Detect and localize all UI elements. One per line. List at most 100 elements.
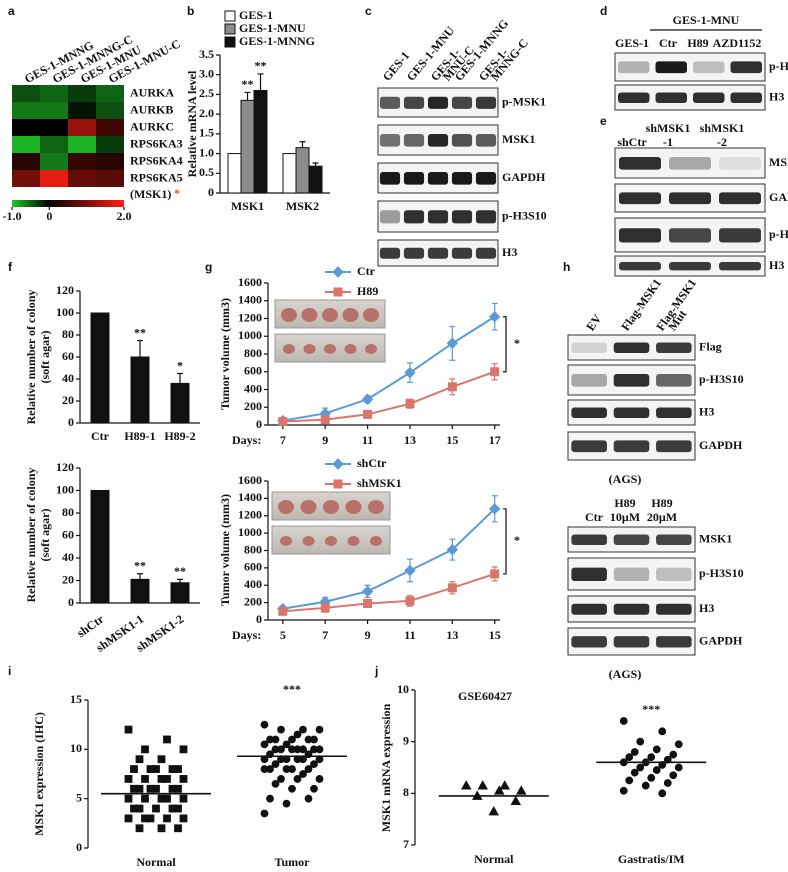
- heat-cell: [96, 153, 124, 170]
- band: [656, 636, 692, 648]
- band: [730, 61, 762, 74]
- y-tick-label: 5: [76, 790, 82, 804]
- point: [299, 770, 307, 778]
- point: [658, 761, 667, 769]
- point: [460, 780, 472, 790]
- point: [499, 780, 511, 790]
- significance-bracket: [503, 316, 507, 373]
- significance-bracket: [503, 508, 507, 575]
- point: [163, 735, 171, 744]
- y-tick-label: 800: [244, 346, 262, 360]
- point: [179, 794, 188, 803]
- legend-label: GES-1-MNNG: [239, 34, 315, 48]
- legend-marker: [332, 266, 344, 278]
- lane-label: H89: [651, 496, 672, 510]
- point: [488, 503, 501, 515]
- band: [403, 172, 425, 185]
- panel-letter: b: [187, 4, 194, 18]
- band-label: GAPDH: [502, 170, 546, 184]
- y-tick-label: 1000: [238, 525, 262, 539]
- tumor: [344, 344, 357, 354]
- band: [656, 342, 692, 353]
- annotation-marker: *: [174, 186, 180, 200]
- point: [310, 784, 318, 793]
- point: [304, 735, 313, 744]
- lane-label: GES-1: [615, 36, 649, 50]
- lane-label: shCtr: [617, 135, 647, 149]
- band: [403, 96, 425, 109]
- point: [641, 781, 650, 790]
- blot-caption: (AGS): [609, 667, 642, 681]
- band-label: H3: [699, 601, 714, 615]
- y-tick-label: 1600: [238, 473, 262, 487]
- x-tick-label: MSK1: [231, 199, 264, 213]
- point: [260, 809, 269, 818]
- y-tick-label: 60: [62, 349, 74, 363]
- point: [619, 717, 628, 725]
- tumor: [365, 344, 377, 354]
- row-label: AURKB: [130, 102, 173, 116]
- tumor: [280, 536, 292, 546]
- bar: [240, 99, 255, 194]
- point: [674, 740, 683, 749]
- band: [379, 247, 401, 259]
- tumor: [347, 536, 360, 546]
- y-axis-label: Tumor volume (mm3): [218, 298, 232, 410]
- band: [618, 61, 650, 74]
- y-tick-label: 80: [62, 327, 74, 341]
- point: [293, 730, 302, 739]
- y-tick-label: 9: [403, 733, 409, 747]
- point: [361, 393, 374, 405]
- error-bar: [312, 162, 319, 167]
- row-label: RPS6KA5: [130, 170, 183, 184]
- point: [405, 399, 415, 409]
- band: [571, 534, 607, 545]
- error-bar: [257, 73, 264, 91]
- bar: [90, 312, 110, 424]
- band: [613, 567, 650, 582]
- tumor: [323, 500, 339, 514]
- point: [320, 603, 330, 613]
- point: [157, 775, 166, 783]
- legend-swatch: [224, 36, 236, 48]
- x-tick-label: H89-2: [164, 429, 195, 443]
- band: [613, 374, 650, 387]
- y-tick-label: 1400: [238, 293, 262, 307]
- point: [625, 776, 634, 785]
- band: [656, 440, 692, 453]
- point: [179, 814, 188, 823]
- band-label: p-H3S10: [699, 566, 744, 580]
- band-label: GAPDH: [769, 190, 788, 204]
- y-tick-label: 20: [62, 393, 74, 407]
- x-tick-label: 13: [404, 433, 416, 447]
- point: [124, 814, 133, 823]
- point: [636, 737, 645, 746]
- point: [260, 765, 269, 773]
- point: [652, 745, 661, 754]
- row-label: AURKA: [130, 85, 174, 99]
- band: [571, 567, 607, 582]
- point: [124, 794, 133, 803]
- heat-cell: [96, 119, 124, 136]
- point: [315, 725, 324, 734]
- band: [613, 342, 650, 353]
- legend-label: H89: [357, 284, 378, 298]
- bar: [170, 382, 190, 424]
- band: [427, 210, 449, 224]
- band: [613, 636, 650, 648]
- heat-cell: [12, 170, 40, 187]
- significance: **: [134, 559, 146, 573]
- tumor: [281, 308, 297, 322]
- band: [619, 192, 661, 205]
- y-tick-label: 0: [208, 185, 214, 199]
- x-tick-label: Normal: [474, 852, 514, 866]
- point: [146, 784, 155, 793]
- significance: **: [134, 325, 146, 339]
- band: [656, 603, 692, 615]
- point: [647, 773, 656, 782]
- point: [510, 795, 522, 805]
- band-label: H3: [769, 89, 784, 103]
- point: [488, 311, 501, 323]
- y-tick-label: 1600: [238, 275, 262, 289]
- point: [310, 745, 318, 754]
